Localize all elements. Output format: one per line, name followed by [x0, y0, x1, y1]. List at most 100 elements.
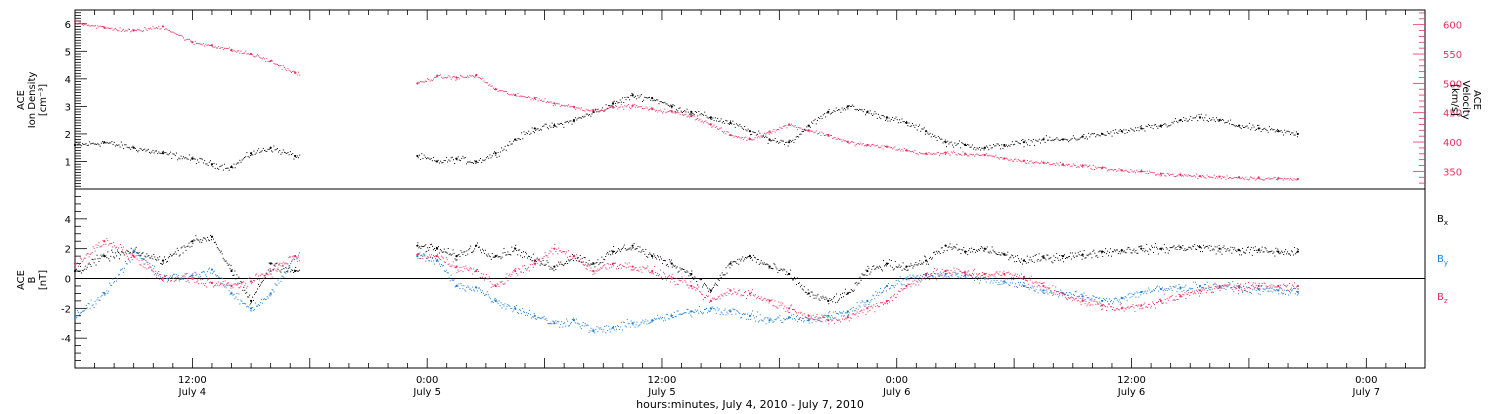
sample-dot: [789, 140, 790, 141]
sample-dot: [210, 45, 211, 46]
sample-dot: [563, 323, 564, 324]
sample-dot: [186, 281, 187, 282]
sample-dot: [758, 136, 759, 137]
sample-dot: [174, 281, 175, 282]
sample-dot: [88, 264, 89, 265]
sample-dot: [185, 39, 186, 40]
sample-dot: [808, 289, 809, 290]
sample-dot: [486, 294, 487, 295]
data-point: [651, 270, 653, 272]
sample-dot: [449, 77, 450, 78]
sample-dot: [756, 262, 757, 263]
sample-dot: [81, 312, 82, 313]
sample-dot: [92, 259, 93, 260]
sample-dot: [1026, 287, 1027, 288]
sample-dot: [93, 304, 94, 305]
sample-dot: [913, 125, 914, 126]
sample-dot: [566, 318, 567, 319]
sample-dot: [1058, 164, 1059, 165]
sample-dot: [243, 287, 244, 288]
sample-dot: [476, 245, 477, 246]
sample-dot: [988, 252, 989, 253]
sample-dot: [1060, 162, 1061, 163]
sample-dot: [448, 75, 449, 76]
sample-dot: [484, 160, 485, 161]
sample-dot: [220, 284, 221, 285]
sample-dot: [1231, 124, 1232, 125]
sample-dot: [1126, 297, 1127, 298]
sample-dot: [83, 259, 84, 260]
sample-dot: [417, 258, 418, 259]
sample-dot: [511, 274, 512, 275]
sample-dot: [1047, 162, 1048, 163]
sample-dot: [118, 144, 119, 145]
sample-dot: [735, 261, 736, 262]
sample-dot: [863, 305, 864, 306]
sample-dot: [1059, 165, 1060, 166]
sample-dot: [1120, 129, 1121, 130]
sample-dot: [1273, 251, 1274, 252]
sample-dot: [1211, 287, 1212, 288]
sample-dot: [107, 28, 108, 29]
sample-dot: [500, 282, 501, 283]
sample-dot: [480, 277, 481, 278]
sample-dot: [184, 275, 185, 276]
sample-dot: [753, 315, 754, 316]
sample-dot: [581, 328, 582, 329]
sample-dot: [1291, 133, 1292, 134]
sample-dot: [493, 257, 494, 258]
sample-dot: [728, 123, 729, 124]
sample-dot: [1173, 123, 1174, 124]
sample-dot: [441, 256, 442, 257]
sample-dot: [470, 246, 471, 247]
sample-dot: [824, 135, 825, 136]
data-point: [534, 262, 536, 264]
sample-dot: [162, 280, 163, 281]
sample-dot: [800, 317, 801, 318]
sample-dot: [934, 135, 935, 136]
sample-dot: [968, 145, 969, 146]
sample-dot: [681, 269, 682, 270]
sample-dot: [87, 145, 88, 146]
sample-dot: [965, 253, 966, 254]
sample-dot: [859, 305, 860, 306]
sample-dot: [798, 319, 799, 320]
sample-dot: [571, 322, 572, 323]
sample-dot: [698, 120, 699, 121]
sample-dot: [870, 110, 871, 111]
sample-dot: [589, 110, 590, 111]
sample-dot: [1133, 171, 1134, 172]
sample-dot: [1115, 129, 1116, 130]
data-point: [710, 116, 712, 118]
sample-dot: [748, 319, 749, 320]
sample-dot: [420, 255, 421, 256]
sample-dot: [107, 293, 108, 294]
sample-dot: [649, 109, 650, 110]
sample-dot: [442, 252, 443, 253]
sample-dot: [1090, 254, 1091, 255]
sample-dot: [1036, 141, 1037, 142]
sample-dot: [136, 30, 137, 31]
sample-dot: [783, 141, 784, 142]
sample-dot: [1159, 248, 1160, 249]
sample-dot: [914, 278, 915, 279]
sample-dot: [445, 271, 446, 272]
sample-dot: [1106, 168, 1107, 169]
sample-dot: [777, 141, 778, 142]
sample-dot: [154, 266, 155, 267]
sample-dot: [527, 315, 528, 316]
sample-dot: [172, 277, 173, 278]
sample-dot: [464, 158, 465, 159]
sample-dot: [1024, 146, 1025, 147]
sample-dot: [95, 259, 96, 260]
sample-dot: [896, 150, 897, 151]
sample-dot: [529, 134, 530, 135]
sample-dot: [449, 277, 450, 278]
sample-dot: [1067, 139, 1068, 140]
sample-dot: [647, 108, 648, 109]
data-point: [671, 277, 673, 279]
sample-dot: [1004, 281, 1005, 282]
sample-dot: [722, 122, 723, 123]
sample-dot: [290, 151, 291, 152]
sample-dot: [205, 283, 206, 284]
